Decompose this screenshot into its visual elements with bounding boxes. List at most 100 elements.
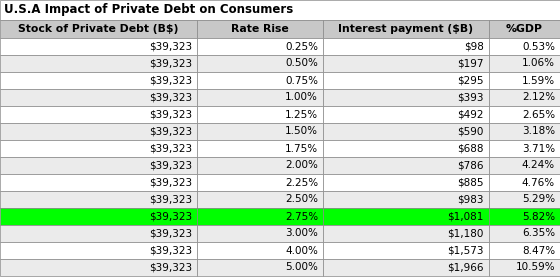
Bar [197, 55, 323, 72]
Text: $1,573: $1,573 [447, 245, 484, 255]
Bar [197, 72, 323, 89]
Bar [323, 140, 489, 157]
Bar [489, 55, 560, 72]
Bar [489, 20, 560, 38]
Bar [323, 208, 489, 225]
Text: $786: $786 [458, 160, 484, 170]
Bar [489, 157, 560, 174]
Bar [323, 72, 489, 89]
Text: 5.00%: 5.00% [285, 262, 318, 272]
Bar [0, 20, 197, 38]
Bar [489, 191, 560, 208]
Text: Rate Rise: Rate Rise [231, 24, 289, 34]
Bar [0, 208, 197, 225]
Text: %GDP: %GDP [506, 24, 543, 34]
Text: $393: $393 [458, 93, 484, 103]
Text: $885: $885 [458, 177, 484, 187]
Text: $1,180: $1,180 [447, 229, 484, 239]
Text: $1,081: $1,081 [447, 212, 484, 222]
Bar [323, 89, 489, 106]
Bar [0, 38, 197, 55]
Text: $39,323: $39,323 [149, 76, 192, 86]
Text: 1.75%: 1.75% [285, 143, 318, 153]
Bar [489, 106, 560, 123]
Text: $492: $492 [458, 110, 484, 120]
Bar [323, 174, 489, 191]
Bar [489, 72, 560, 89]
Text: $197: $197 [458, 58, 484, 68]
Bar [323, 55, 489, 72]
Text: $39,323: $39,323 [149, 195, 192, 205]
Text: 2.25%: 2.25% [285, 177, 318, 187]
Bar [197, 259, 323, 276]
Bar [197, 20, 323, 38]
Bar [0, 259, 197, 276]
Text: $39,323: $39,323 [149, 41, 192, 51]
Bar [323, 38, 489, 55]
Bar [197, 89, 323, 106]
Text: $39,323: $39,323 [149, 143, 192, 153]
Bar [489, 225, 560, 242]
Bar [0, 225, 197, 242]
Text: 1.06%: 1.06% [522, 58, 555, 68]
Bar [0, 191, 197, 208]
Text: 0.53%: 0.53% [522, 41, 555, 51]
Bar [489, 140, 560, 157]
Bar [323, 242, 489, 259]
Text: 2.12%: 2.12% [522, 93, 555, 103]
Bar [197, 208, 323, 225]
Bar [489, 208, 560, 225]
Text: 2.75%: 2.75% [285, 212, 318, 222]
Bar [489, 123, 560, 140]
Text: $39,323: $39,323 [149, 160, 192, 170]
Bar [323, 259, 489, 276]
Text: 1.50%: 1.50% [285, 126, 318, 136]
Bar [0, 72, 197, 89]
Bar [323, 225, 489, 242]
Text: 3.71%: 3.71% [522, 143, 555, 153]
Bar [197, 242, 323, 259]
Text: 6.35%: 6.35% [522, 229, 555, 239]
Bar [197, 191, 323, 208]
Text: 2.50%: 2.50% [285, 195, 318, 205]
Text: 0.25%: 0.25% [285, 41, 318, 51]
Bar [323, 191, 489, 208]
Text: 1.00%: 1.00% [285, 93, 318, 103]
Bar [0, 140, 197, 157]
Text: $39,323: $39,323 [149, 262, 192, 272]
Bar [323, 157, 489, 174]
Text: $295: $295 [458, 76, 484, 86]
Bar [489, 174, 560, 191]
Bar [0, 123, 197, 140]
Text: Stock of Private Debt (B$): Stock of Private Debt (B$) [18, 24, 179, 34]
Bar [489, 89, 560, 106]
Text: 1.59%: 1.59% [522, 76, 555, 86]
Bar [489, 242, 560, 259]
Bar [323, 123, 489, 140]
Bar [197, 157, 323, 174]
Bar [197, 174, 323, 191]
Text: $39,323: $39,323 [149, 58, 192, 68]
Text: 1.25%: 1.25% [285, 110, 318, 120]
Text: $983: $983 [458, 195, 484, 205]
Text: 2.00%: 2.00% [285, 160, 318, 170]
Text: 5.29%: 5.29% [522, 195, 555, 205]
Bar [323, 20, 489, 38]
Text: Interest payment ($B): Interest payment ($B) [338, 24, 474, 34]
Bar [489, 259, 560, 276]
Bar [0, 242, 197, 259]
Bar [0, 89, 197, 106]
Bar [0, 174, 197, 191]
Bar [0, 106, 197, 123]
Text: $98: $98 [464, 41, 484, 51]
Text: $39,323: $39,323 [149, 93, 192, 103]
Text: $39,323: $39,323 [149, 177, 192, 187]
Text: 5.82%: 5.82% [522, 212, 555, 222]
Text: 3.18%: 3.18% [522, 126, 555, 136]
Bar [323, 106, 489, 123]
Text: 10.59%: 10.59% [515, 262, 555, 272]
Bar [489, 38, 560, 55]
Text: $590: $590 [458, 126, 484, 136]
Bar [197, 225, 323, 242]
Text: 8.47%: 8.47% [522, 245, 555, 255]
